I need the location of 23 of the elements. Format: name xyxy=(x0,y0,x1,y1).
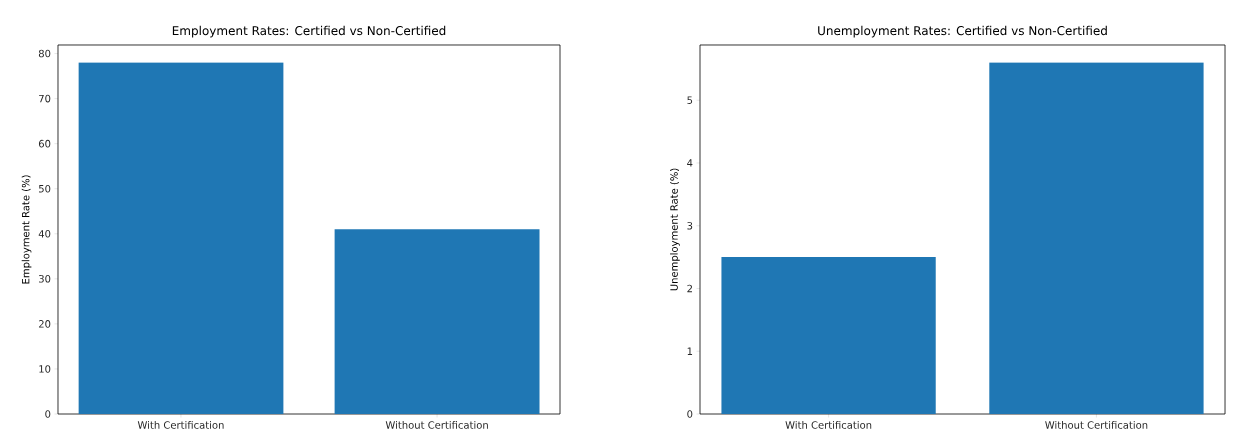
x-tick-label: Without Certification xyxy=(1045,421,1148,429)
y-tick-label: 0 xyxy=(45,410,51,418)
y-tick-label: 30 xyxy=(39,275,51,283)
y-tick-label: 3 xyxy=(687,221,693,230)
x-tick-label: With Certification xyxy=(785,421,872,429)
y-axis-title: Employment Rate (%) xyxy=(21,175,32,284)
y-tick-label: 80 xyxy=(38,49,51,58)
y-tick-label: 5 xyxy=(687,96,693,104)
y-tick-label: 70 xyxy=(39,94,51,103)
chart-title: Unemployment Rates: Certified vs Non-Certified xyxy=(818,25,1107,38)
y-tick-label: 20 xyxy=(38,320,51,328)
y-tick-label: 4 xyxy=(687,159,693,167)
y-axis-title: Unemployment Rate (%) xyxy=(670,168,680,291)
x-tick-label: Without Certification xyxy=(385,421,488,429)
y-tick-label: 50 xyxy=(39,184,51,193)
y-tick-label: 60 xyxy=(38,139,51,148)
y-tick-label: 2 xyxy=(687,284,692,293)
y-tick-label: 1 xyxy=(687,347,693,355)
y-tick-label: 40 xyxy=(38,229,51,238)
chart-title: Employment Rates: Certified vs Non-Certified xyxy=(172,25,446,38)
y-tick-label: 0 xyxy=(687,410,693,418)
x-tick-label: With Certification xyxy=(137,421,224,429)
y-tick-label: 10 xyxy=(39,365,51,373)
